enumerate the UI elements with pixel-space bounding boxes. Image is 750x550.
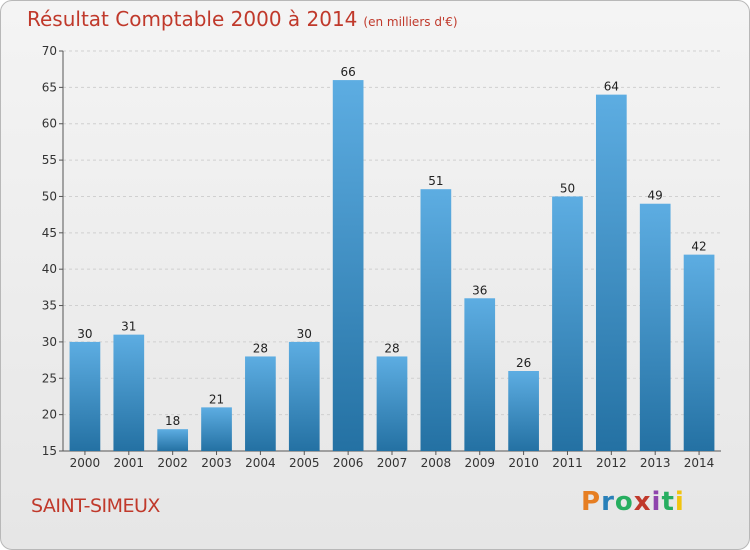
y-tick-label: 25 [42, 371, 57, 385]
x-tick-label: 2010 [508, 456, 539, 470]
brand-letter: x [633, 487, 652, 517]
x-tick-label: 2006 [333, 456, 364, 470]
x-tick-label: 2009 [464, 456, 495, 470]
bar-2008 [420, 189, 452, 451]
data-label-2007: 28 [384, 341, 399, 355]
x-tick-label: 2007 [377, 456, 408, 470]
data-label-2002: 18 [165, 414, 180, 428]
y-tick-label: 70 [42, 44, 57, 58]
data-label-2010: 26 [516, 356, 531, 370]
data-label-2013: 49 [648, 189, 663, 203]
y-tick-label: 55 [42, 153, 57, 167]
title-text: Résultat Comptable 2000 à 2014 [27, 7, 358, 31]
town-name: SAINT-SIMEUX [31, 495, 160, 517]
bar-2012 [595, 94, 627, 452]
data-label-2004: 28 [253, 341, 268, 355]
x-tick-label: 2013 [640, 456, 671, 470]
bar-2009 [464, 298, 496, 451]
bar-2004 [245, 356, 276, 451]
bar-2010 [508, 371, 539, 451]
proxiti-logo[interactable]: Proxiti [581, 487, 685, 517]
bar-2002 [157, 429, 189, 451]
data-label-2009: 36 [472, 283, 487, 297]
x-tick-label: 2002 [157, 456, 188, 470]
y-tick-label: 20 [42, 408, 57, 422]
bar-2001 [113, 334, 145, 451]
data-label-2000: 30 [77, 327, 92, 341]
bar-2003 [201, 407, 232, 451]
bar-2011 [552, 196, 583, 451]
brand-letter: r [601, 487, 615, 517]
bar-2013 [639, 203, 671, 451]
data-label-2014: 42 [691, 240, 706, 254]
x-tick-label: 2011 [552, 456, 583, 470]
bar-2000 [69, 341, 101, 451]
brand-letter: P [581, 487, 602, 517]
data-label-2001: 31 [121, 320, 136, 334]
x-tick-label: 2001 [114, 456, 145, 470]
bar-2014 [683, 254, 715, 451]
data-label-2003: 21 [209, 392, 224, 406]
bar-2007 [376, 356, 408, 451]
y-tick-label: 15 [42, 444, 57, 458]
bar-2005 [288, 341, 320, 451]
x-tick-label: 2004 [245, 456, 276, 470]
y-tick-label: 60 [42, 117, 57, 131]
data-label-2005: 30 [297, 327, 312, 341]
x-tick-label: 2008 [421, 456, 452, 470]
x-tick-label: 2014 [684, 456, 715, 470]
chart-subtitle: (en milliers d'€) [363, 15, 458, 29]
y-tick-label: 50 [42, 189, 57, 203]
y-tick-label: 65 [42, 80, 57, 94]
x-tick-label: 2003 [201, 456, 232, 470]
y-tick-label: 35 [42, 299, 57, 313]
y-tick-label: 45 [42, 226, 57, 240]
y-tick-label: 40 [42, 262, 57, 276]
chart-title: Résultat Comptable 2000 à 2014 (en millie… [27, 7, 458, 31]
brand-letter: i [674, 487, 685, 517]
axes: 15 20 25 30 35 40 45 50 55 60 65 70 2000 2001 2002 2003… [42, 44, 721, 470]
data-label-2008: 51 [428, 174, 443, 188]
bar-2006 [332, 80, 364, 451]
data-label-2011: 50 [560, 181, 575, 195]
bars [69, 80, 715, 452]
data-label-2012: 64 [604, 80, 619, 94]
brand-letter: o [614, 487, 634, 517]
data-label-2006: 66 [340, 65, 355, 79]
brand-letter: t [661, 487, 675, 517]
data-labels: 30 31 18 21 28 30 66 28 51 36 26 50 64 49 42 [77, 65, 706, 428]
y-tick-label: 30 [42, 335, 57, 349]
brand-letter: i [651, 487, 662, 517]
x-tick-label: 2012 [596, 456, 627, 470]
x-tick-label: 2000 [70, 456, 101, 470]
x-tick-label: 2005 [289, 456, 320, 470]
